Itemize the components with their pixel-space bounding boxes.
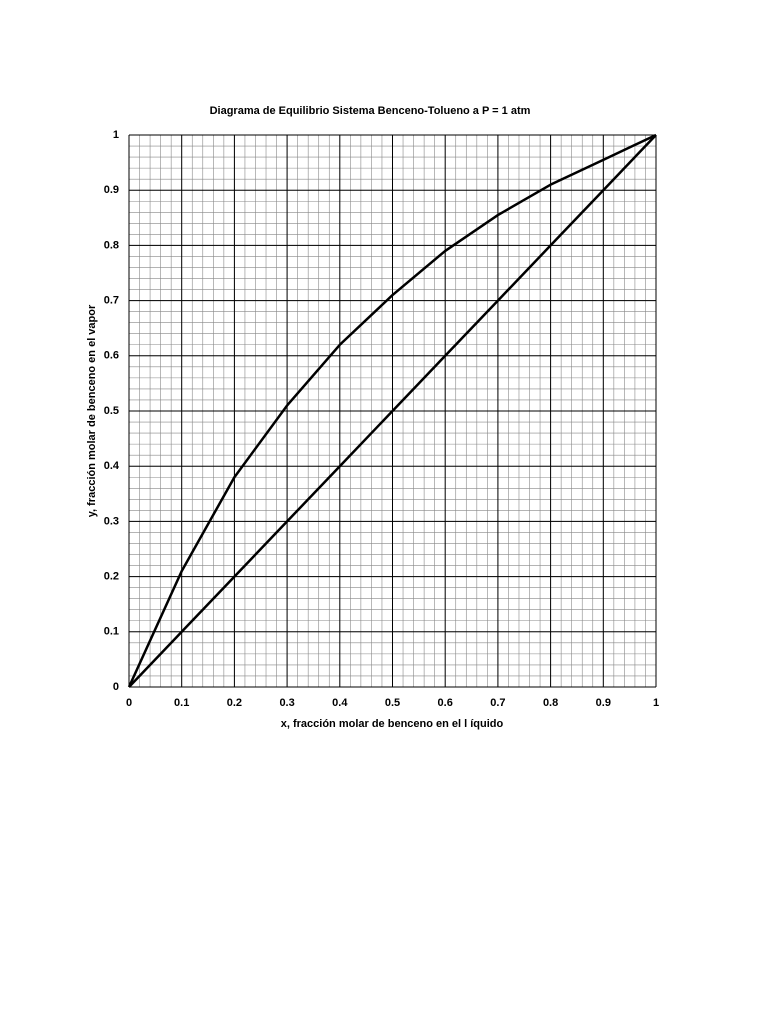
y-tick-label: 0.1 bbox=[104, 626, 119, 638]
y-tick-label: 0 bbox=[113, 681, 119, 693]
x-tick-label: 0 bbox=[126, 697, 132, 709]
data-line bbox=[128, 134, 657, 688]
x-tick-label: 0.3 bbox=[279, 697, 294, 709]
x-tick-label: 0.8 bbox=[543, 697, 558, 709]
x-tick-label: 0.2 bbox=[227, 697, 242, 709]
x-tick-label: 0.4 bbox=[332, 697, 348, 709]
y-tick-label: 0.9 bbox=[104, 184, 119, 196]
y-tick-label: 0.2 bbox=[104, 571, 119, 583]
x-tick-label: 0.5 bbox=[385, 697, 400, 709]
y-tick-label: 0.7 bbox=[104, 295, 119, 307]
y-tick-label: 0.6 bbox=[104, 350, 119, 362]
x-tick-label: 0.6 bbox=[438, 697, 453, 709]
y-tick-label: 1 bbox=[113, 129, 119, 141]
x-tick-label: 0.1 bbox=[174, 697, 189, 709]
x-axis-label: x, fracción molar de benceno en el l íqu… bbox=[281, 718, 504, 730]
x-tick-label: 0.7 bbox=[490, 697, 505, 709]
y-axis-label: y, fracción molar de benceno en el vapor bbox=[86, 304, 98, 517]
y-tick-label: 0.4 bbox=[104, 460, 120, 472]
data-line bbox=[127, 133, 657, 688]
x-tick-label: 0.9 bbox=[596, 697, 611, 709]
x-tick-label: 1 bbox=[653, 697, 659, 709]
chart-title: Diagrama de Equilibrio Sistema Benceno-T… bbox=[210, 105, 531, 117]
y-tick-label: 0.5 bbox=[104, 405, 119, 417]
y-tick-label: 0.8 bbox=[104, 239, 119, 251]
y-tick-label: 0.3 bbox=[104, 515, 119, 527]
